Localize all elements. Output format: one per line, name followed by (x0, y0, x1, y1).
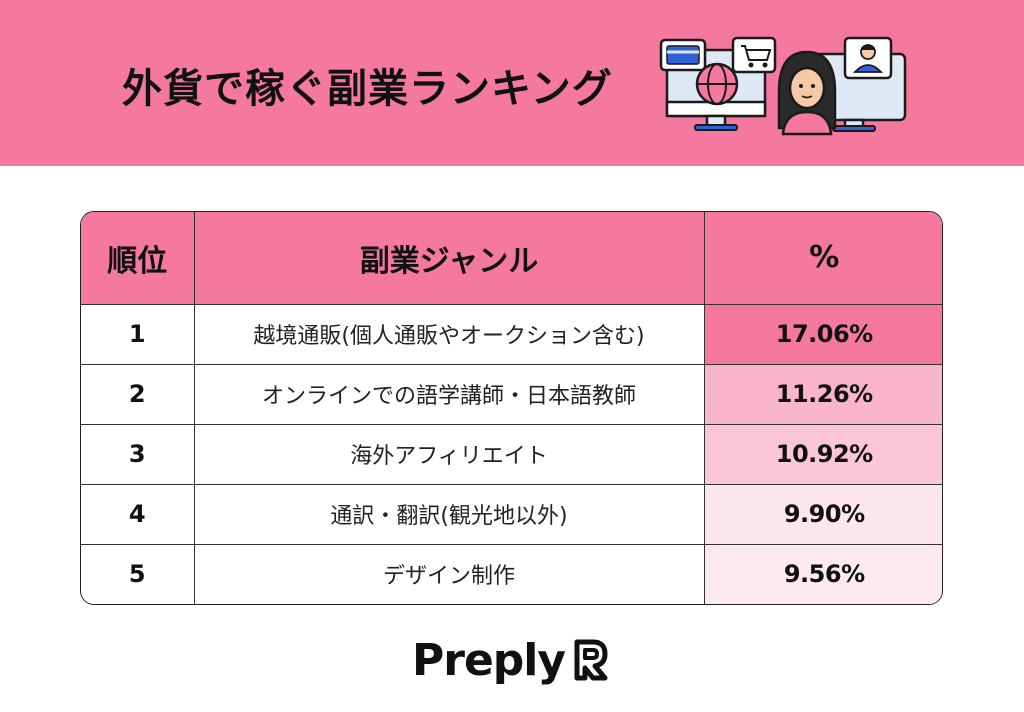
genre-cell: オンラインでの語学講師・日本語教師 (193, 363, 705, 425)
genre-cell: 越境通販(個人通販やオークション含む) (193, 303, 705, 365)
percent-cell: 11.26% (703, 363, 942, 425)
rank-cell: 3 (81, 423, 195, 485)
genre-cell: デザイン制作 (193, 543, 705, 604)
table-row: 2 オンラインでの語学講師・日本語教師 11.26% (81, 363, 942, 425)
rank-cell: 2 (81, 363, 195, 425)
column-header-percent: % (703, 212, 942, 305)
page-title: 外貨で稼ぐ副業ランキング (122, 66, 613, 112)
table-row: 5 デザイン制作 9.56% (81, 543, 942, 604)
column-header-genre: 副業ジャンル (193, 212, 705, 305)
online-shopping-tutor-illustration-icon (659, 36, 907, 136)
genre-cell: 通訳・翻訳(観光地以外) (193, 483, 705, 545)
rank-cell: 5 (81, 543, 195, 604)
genre-cell: 海外アフィリエイト (193, 423, 705, 485)
header-banner: 外貨で稼ぐ副業ランキング (0, 0, 1024, 166)
percent-cell: 9.56% (703, 543, 942, 604)
table-row: 1 越境通販(個人通販やオークション含む) 17.06% (81, 303, 942, 365)
percent-cell: 9.90% (703, 483, 942, 545)
rank-cell: 1 (81, 303, 195, 365)
rank-cell: 4 (81, 483, 195, 545)
percent-cell: 17.06% (703, 303, 942, 365)
percent-cell: 10.92% (703, 423, 942, 485)
preply-logo-icon (574, 639, 608, 681)
preply-logo: Preply (412, 632, 611, 688)
table-row: 3 海外アフィリエイト 10.92% (81, 423, 942, 485)
ranking-table: 順位 副業ジャンル % 1 越境通販(個人通販やオークション含む) 17.06%… (80, 211, 943, 605)
logo-text: Preply (412, 634, 566, 686)
column-header-rank: 順位 (81, 212, 195, 305)
table-header-row: 順位 副業ジャンル % (81, 212, 942, 305)
table-row: 4 通訳・翻訳(観光地以外) 9.90% (81, 483, 942, 545)
